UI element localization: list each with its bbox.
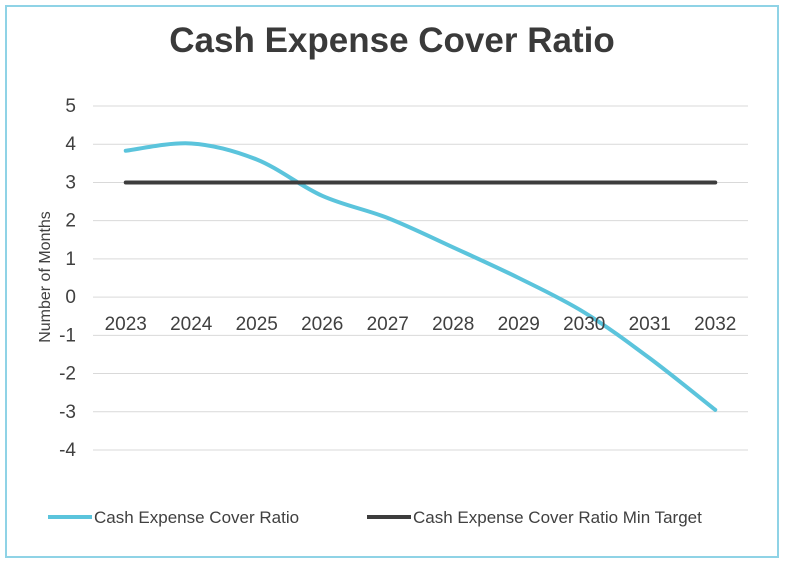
y-tick-label: -1	[59, 325, 76, 346]
x-tick-label: 2025	[236, 314, 278, 335]
x-tick-label: 2029	[498, 314, 540, 335]
legend-label-0: Cash Expense Cover Ratio	[94, 508, 299, 527]
x-tick-label: 2026	[301, 314, 343, 335]
legend-label-1: Cash Expense Cover Ratio Min Target	[413, 508, 702, 527]
y-tick-label: 5	[65, 96, 76, 117]
chart-title: Cash Expense Cover Ratio	[169, 21, 614, 60]
x-tick-label: 2028	[432, 314, 474, 335]
y-axis-ticks: 5 4 3 2 1 0 -1 -2 -3 -4	[59, 96, 76, 461]
y-axis-label: Number of Months	[37, 211, 54, 343]
x-tick-label: 2023	[105, 314, 147, 335]
x-tick-label: 2031	[629, 314, 671, 335]
y-tick-label: 3	[65, 172, 76, 193]
y-tick-label: -2	[59, 364, 76, 385]
y-tick-label: -3	[59, 402, 76, 423]
gridlines	[93, 105, 748, 451]
series-lines	[123, 141, 718, 412]
x-axis-ticks: 2023 2024 2025 2026 2027 2028 2029 2030 2031 2032	[105, 314, 737, 335]
y-tick-label: 1	[65, 249, 76, 270]
y-tick-label: -4	[59, 440, 76, 461]
y-tick-label: 4	[65, 134, 76, 155]
y-tick-label: 2	[65, 211, 76, 232]
series-line-0	[123, 141, 718, 412]
legend: Cash Expense Cover Ratio Cash Expense Cov…	[48, 508, 702, 527]
x-tick-label: 2024	[170, 314, 213, 335]
x-tick-label: 2027	[367, 314, 409, 335]
x-tick-label: 2032	[694, 314, 736, 335]
x-tick-label: 2030	[563, 314, 605, 335]
chart-frame	[5, 5, 779, 558]
y-tick-label: 0	[65, 287, 76, 308]
